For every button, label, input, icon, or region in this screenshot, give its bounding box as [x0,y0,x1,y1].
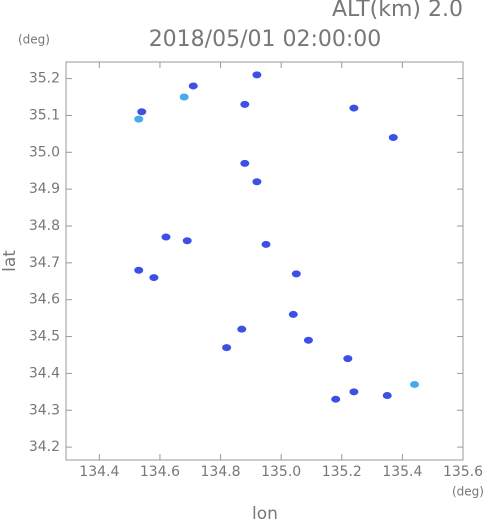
echo-patch [188,82,198,90]
echo-patch [134,115,144,123]
echo-patch [343,355,353,363]
echo-patch [240,159,250,167]
y-tick-label: 34.7 [29,255,60,271]
echo-patch [237,325,247,333]
echo-patch [149,274,159,282]
y-tick-label: 34.2 [29,439,60,455]
y-tick-label: 34.6 [29,292,60,308]
x-axis-label: lon [252,504,278,521]
echo-patch [349,104,359,112]
chart-title: 2018/05/01 02:00:00 [149,27,382,52]
echo-patch [161,233,171,241]
y-tick-label: 34.5 [29,329,60,345]
x-tick-label: 134.6 [140,464,180,480]
y-tick-label: 35.2 [29,71,60,87]
x-tick-label: 134.4 [79,464,119,480]
echo-patch [179,93,189,101]
y-tick-label: 34.4 [29,365,60,381]
echo-patch [252,71,262,79]
echo-patch [182,237,192,245]
x-tick-label: 135.6 [443,464,483,480]
echo-patch [288,310,298,318]
echo-patch [222,344,232,352]
echo-patch [382,392,392,400]
x-tick-label: 135.0 [261,464,301,480]
y-tick-label: 35.1 [29,107,60,123]
y-tick-label: 34.8 [29,218,60,234]
x-tick-label: 135.2 [322,464,362,480]
echo-patch [252,178,262,186]
echo-patch [240,100,250,108]
y-tick-label: 34.9 [29,181,60,197]
echo-patch [349,388,359,396]
x-unit: (deg) [452,485,484,499]
y-axis-label: lat [0,250,20,272]
altitude-label: ALT(km) 2.0 [332,0,463,22]
y-tick-label: 35.0 [29,144,60,160]
echo-patch [261,240,271,248]
echo-patch [134,266,144,274]
echo-patch [410,380,420,388]
x-tick-label: 135.4 [382,464,422,480]
echo-patch [331,395,341,403]
y-tick-label: 34.3 [29,402,60,418]
echo-patch [303,336,313,344]
plot-frame [65,61,464,461]
y-unit: (deg) [18,33,50,47]
echo-patch [137,108,147,116]
echo-patch [388,134,398,142]
echo-patch [291,270,301,278]
x-tick-label: 134.8 [201,464,241,480]
